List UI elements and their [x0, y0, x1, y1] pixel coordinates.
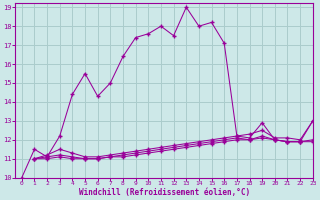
X-axis label: Windchill (Refroidissement éolien,°C): Windchill (Refroidissement éolien,°C) — [78, 188, 250, 197]
